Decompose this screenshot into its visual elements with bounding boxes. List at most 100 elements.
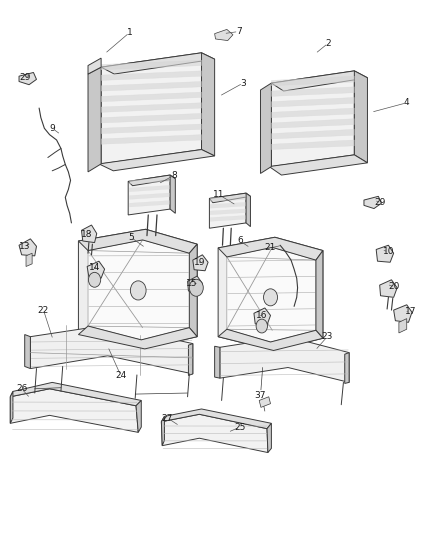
Polygon shape bbox=[19, 72, 36, 85]
Polygon shape bbox=[11, 382, 141, 406]
Text: 20: 20 bbox=[389, 282, 400, 291]
Text: 22: 22 bbox=[38, 305, 49, 314]
Polygon shape bbox=[376, 245, 394, 262]
Polygon shape bbox=[272, 71, 367, 91]
Polygon shape bbox=[88, 240, 189, 340]
Polygon shape bbox=[220, 337, 349, 382]
Polygon shape bbox=[30, 325, 193, 374]
Polygon shape bbox=[130, 200, 170, 207]
Polygon shape bbox=[130, 193, 170, 199]
Polygon shape bbox=[25, 335, 30, 368]
Text: 7: 7 bbox=[236, 27, 241, 36]
Text: 2: 2 bbox=[325, 39, 331, 48]
Polygon shape bbox=[364, 196, 381, 208]
Text: 37: 37 bbox=[255, 391, 266, 400]
Polygon shape bbox=[272, 71, 354, 166]
Text: 26: 26 bbox=[16, 384, 27, 393]
Text: 1: 1 bbox=[127, 28, 132, 37]
Polygon shape bbox=[11, 389, 138, 432]
Polygon shape bbox=[101, 82, 201, 91]
Circle shape bbox=[189, 279, 203, 296]
Polygon shape bbox=[81, 225, 97, 243]
Polygon shape bbox=[218, 329, 323, 351]
Polygon shape bbox=[88, 58, 101, 74]
Text: 5: 5 bbox=[128, 233, 134, 242]
Polygon shape bbox=[101, 103, 201, 112]
Polygon shape bbox=[218, 237, 323, 260]
Polygon shape bbox=[210, 196, 246, 201]
Polygon shape bbox=[209, 193, 251, 203]
Polygon shape bbox=[227, 247, 316, 342]
Polygon shape bbox=[218, 237, 323, 351]
Text: 29: 29 bbox=[375, 198, 386, 207]
Text: 15: 15 bbox=[186, 279, 198, 288]
Polygon shape bbox=[272, 140, 354, 150]
Text: 3: 3 bbox=[240, 78, 246, 87]
Polygon shape bbox=[246, 193, 251, 227]
Polygon shape bbox=[316, 251, 323, 338]
Polygon shape bbox=[380, 280, 397, 297]
Polygon shape bbox=[101, 135, 201, 144]
Polygon shape bbox=[161, 414, 268, 453]
Polygon shape bbox=[354, 71, 367, 163]
Polygon shape bbox=[11, 391, 13, 423]
Polygon shape bbox=[269, 155, 367, 175]
Circle shape bbox=[256, 319, 268, 333]
Polygon shape bbox=[215, 29, 233, 41]
Polygon shape bbox=[170, 175, 175, 213]
Polygon shape bbox=[101, 71, 201, 80]
Polygon shape bbox=[99, 150, 215, 171]
Text: 14: 14 bbox=[89, 263, 100, 272]
Text: 25: 25 bbox=[234, 423, 246, 432]
Polygon shape bbox=[101, 53, 201, 164]
Polygon shape bbox=[259, 397, 271, 407]
Polygon shape bbox=[272, 108, 354, 118]
Polygon shape bbox=[261, 83, 272, 173]
Polygon shape bbox=[87, 261, 105, 278]
Polygon shape bbox=[209, 193, 246, 228]
Circle shape bbox=[131, 281, 146, 300]
Text: 19: 19 bbox=[194, 258, 205, 266]
Polygon shape bbox=[399, 319, 407, 333]
Polygon shape bbox=[101, 114, 201, 123]
Text: 10: 10 bbox=[383, 247, 394, 256]
Text: 11: 11 bbox=[213, 190, 225, 199]
Circle shape bbox=[88, 272, 101, 287]
Polygon shape bbox=[394, 305, 412, 322]
Text: 13: 13 bbox=[19, 242, 31, 251]
Polygon shape bbox=[187, 276, 202, 292]
Polygon shape bbox=[88, 67, 101, 172]
Polygon shape bbox=[215, 346, 220, 378]
Polygon shape bbox=[78, 229, 197, 349]
Polygon shape bbox=[101, 92, 201, 102]
Polygon shape bbox=[210, 209, 246, 215]
Polygon shape bbox=[78, 229, 197, 253]
Polygon shape bbox=[267, 423, 272, 453]
Polygon shape bbox=[130, 185, 170, 192]
Polygon shape bbox=[26, 253, 32, 266]
Text: 9: 9 bbox=[49, 124, 55, 133]
Text: 27: 27 bbox=[162, 414, 173, 423]
Polygon shape bbox=[188, 344, 193, 375]
Polygon shape bbox=[193, 255, 208, 271]
Polygon shape bbox=[136, 400, 141, 432]
Text: 18: 18 bbox=[81, 230, 93, 239]
Text: 6: 6 bbox=[237, 237, 243, 246]
Polygon shape bbox=[101, 53, 215, 74]
Text: 17: 17 bbox=[404, 307, 416, 316]
Polygon shape bbox=[130, 177, 170, 184]
Text: 4: 4 bbox=[404, 98, 410, 107]
Polygon shape bbox=[161, 416, 164, 446]
Text: 21: 21 bbox=[265, 244, 276, 253]
Text: 8: 8 bbox=[172, 171, 177, 180]
Text: 24: 24 bbox=[115, 371, 127, 380]
Polygon shape bbox=[128, 175, 170, 215]
Polygon shape bbox=[210, 203, 246, 208]
Polygon shape bbox=[128, 175, 175, 185]
Polygon shape bbox=[272, 76, 354, 86]
Polygon shape bbox=[161, 409, 272, 429]
Polygon shape bbox=[345, 353, 349, 383]
Polygon shape bbox=[272, 130, 354, 139]
Polygon shape bbox=[254, 308, 271, 325]
Text: 23: 23 bbox=[321, 332, 333, 341]
